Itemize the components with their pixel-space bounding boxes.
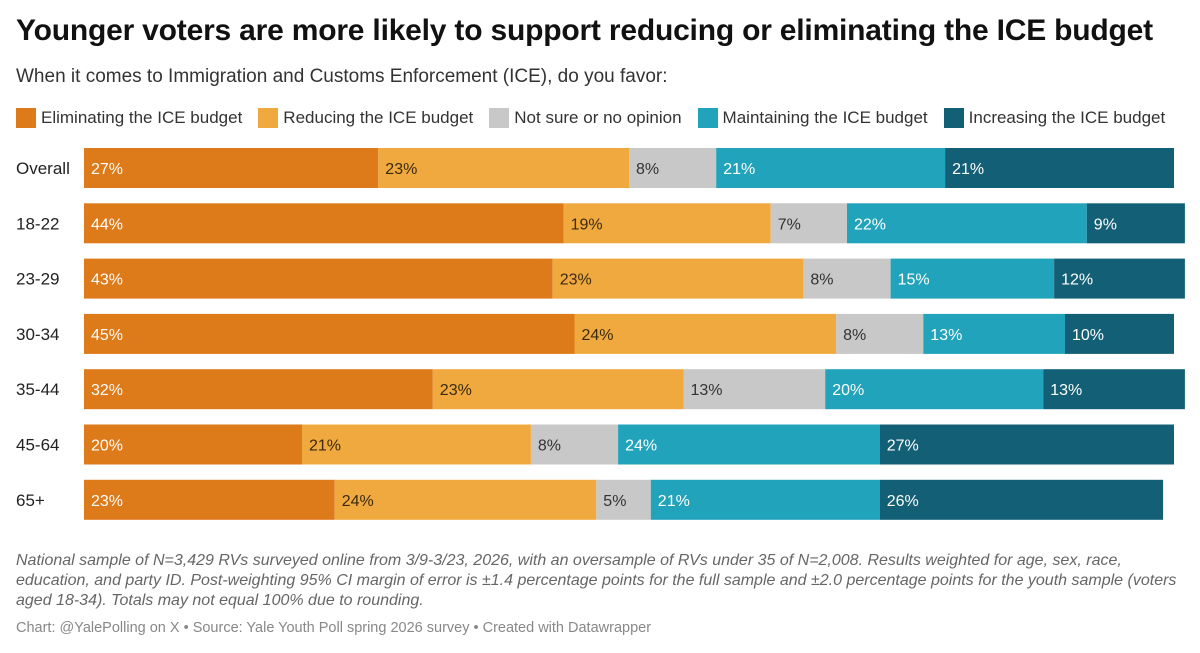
bar-segment-overall-5 [945,148,1174,188]
bar-segment-35-44-4 [825,369,1044,410]
legend-label-maintaining: Maintaining the ICE budget [722,108,928,127]
chart-title: Younger voters are more likely to suppor… [16,14,1153,47]
data-label-30-34-3: 8% [843,327,866,344]
bar-segment-35-44-5 [1043,369,1185,410]
chart-legend: Eliminating the ICE budget Reducing the … [16,106,1165,130]
bar-segment-30-34-4 [923,313,1065,354]
data-label-65-3: 5% [603,493,626,510]
bar-segment-45-64-3 [530,424,619,465]
data-label-45-64-1: 20% [91,438,123,455]
legend-item-increasing: Increasing the ICE budget [943,108,1166,128]
bar-segment-18-22-5 [1086,203,1185,244]
data-label-35-44-3: 13% [691,382,723,399]
data-label-18-22-5: 9% [1094,216,1117,233]
legend-item-maintaining: Maintaining the ICE budget [697,108,928,128]
bar-segment-23-29-3 [803,258,891,299]
data-label-18-22-1: 44% [91,216,123,233]
bar-segment-overall-4 [716,148,946,188]
bar-segment-18-22-1 [84,203,564,244]
bar-segment-30-34-1 [84,313,575,354]
chart-credit: Chart: @YalePolling on X • Source: Yale … [16,620,652,636]
bar-segment-23-29-4 [890,258,1055,299]
legend-swatch-reducing [258,108,279,128]
data-label-overall-1: 27% [91,161,123,178]
bar-segment-30-34-2 [574,313,837,354]
bar-segment-30-34-3 [836,313,924,354]
row-label-35-44: 35-44 [16,380,59,399]
data-label-65-2: 24% [342,493,374,510]
legend-swatch-increasing [943,108,964,128]
data-label-65-4: 21% [658,493,690,510]
data-label-65-5: 26% [887,493,919,510]
bar-segment-35-44-2 [432,369,684,410]
bar-segment-30-34-5 [1065,313,1174,354]
row-label-overall: Overall [16,159,70,178]
bar-segment-45-64-5 [879,424,1174,465]
bar-segment-18-22-3 [770,203,847,244]
data-label-23-29-5: 12% [1061,272,1093,289]
data-label-overall-3: 8% [636,161,659,178]
legend-item-reducing: Reducing the ICE budget [258,108,473,128]
legend-swatch-eliminating [16,108,36,128]
legend-label-eliminating: Eliminating the ICE budget [41,108,243,127]
data-label-overall-5: 21% [952,161,984,178]
bar-segment-23-29-1 [84,258,553,299]
stacked-bar-chart: Overall 27% 23% 8% 21% 21% 18-22 44% 19% 7% 22% 9% 2… [16,148,1185,520]
bar-segment-overall-3 [629,148,717,188]
data-label-overall-2: 23% [385,161,417,178]
legend-item-not-sure: Not sure or no opinion [489,108,682,128]
bar-segment-65-4 [650,479,880,520]
data-label-65-1: 23% [91,493,123,510]
bar-segment-23-29-2 [552,258,804,299]
legend-label-reducing: Reducing the ICE budget [283,108,474,127]
bar-segment-18-22-4 [847,203,1087,244]
legend-label-increasing: Increasing the ICE budget [968,108,1166,127]
data-label-45-64-4: 24% [625,438,657,455]
legend-label-not-sure: Not sure or no opinion [514,108,682,127]
bar-segment-65-1 [84,479,335,520]
bar-segment-23-29-5 [1054,258,1185,299]
row-label-65: 65+ [16,491,45,510]
bar-segment-45-64-2 [302,424,531,465]
data-label-30-34-2: 24% [582,327,614,344]
bar-segment-18-22-2 [563,203,771,244]
legend-swatch-maintaining [697,108,718,128]
data-label-18-22-3: 7% [778,216,801,233]
legend-item-eliminating: Eliminating the ICE budget [16,108,242,128]
data-label-18-22-4: 22% [854,216,886,233]
data-label-35-44-5: 13% [1050,382,1082,399]
legend-swatch-not-sure [489,108,510,128]
methodology-notes: National sample of N=3,429 RVs surveyed … [16,552,1177,609]
row-label-23-29: 23-29 [16,270,59,289]
bar-segment-35-44-3 [683,369,826,410]
bar-segment-45-64-4 [618,424,880,465]
bar-segment-65-2 [334,479,597,520]
row-label-45-64: 45-64 [16,436,59,455]
data-label-45-64-5: 27% [887,438,919,455]
data-label-23-29-1: 43% [91,272,123,289]
data-label-23-29-4: 15% [898,272,930,289]
data-label-35-44-2: 23% [440,382,472,399]
row-label-30-34: 30-34 [16,325,59,344]
data-label-30-34-5: 10% [1072,327,1104,344]
data-label-35-44-4: 20% [832,382,864,399]
bar-segment-65-5 [879,479,1164,520]
data-label-45-64-3: 8% [538,438,561,455]
data-label-overall-4: 21% [723,161,755,178]
bar-segment-45-64-1 [84,424,302,465]
row-label-18-22: 18-22 [16,214,59,233]
data-label-30-34-4: 13% [930,327,962,344]
chart-subtitle: When it comes to Immigration and Customs… [16,66,668,87]
bar-segment-overall-1 [84,148,379,188]
data-label-23-29-3: 8% [810,272,833,289]
data-label-18-22-2: 19% [571,216,603,233]
data-label-35-44-1: 32% [91,382,123,399]
bar-segment-35-44-1 [84,369,433,410]
data-label-45-64-2: 21% [309,438,341,455]
bar-segment-65-3 [596,479,651,520]
data-label-30-34-1: 45% [91,327,123,344]
data-label-23-29-2: 23% [560,272,592,289]
bar-segment-overall-2 [378,148,629,188]
